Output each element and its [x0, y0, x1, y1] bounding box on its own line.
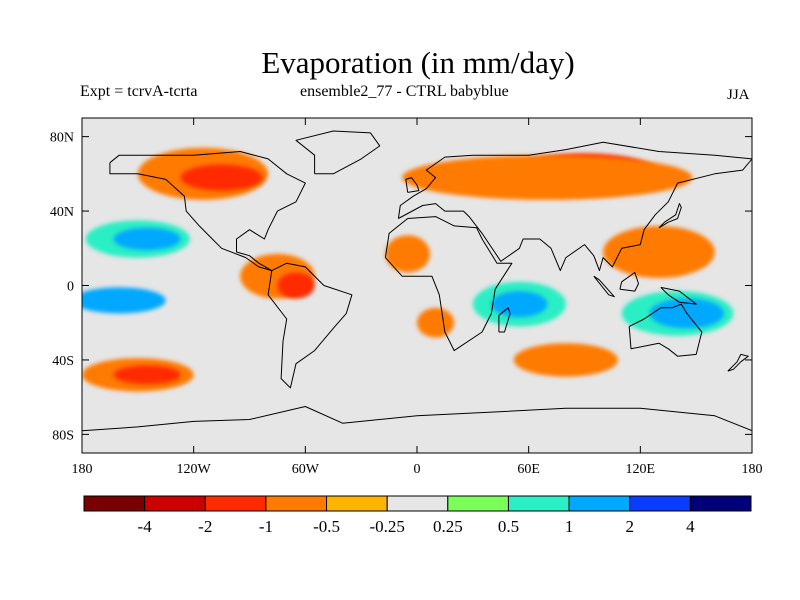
y-tick-label: 0 [67, 280, 74, 295]
x-tick-label: 0 [414, 462, 421, 477]
x-tick-label: 60W [292, 462, 320, 477]
colorbar-box [568, 495, 631, 512]
colorbar-label: -0.5 [313, 517, 340, 536]
x-tick-label: 180 [742, 462, 763, 477]
colorbar-box [386, 495, 449, 512]
anomaly-regions [82, 147, 734, 392]
colorbar-label: -0.25 [369, 517, 404, 536]
colorbar-box [689, 495, 752, 512]
coastline-madagascar [498, 307, 511, 333]
region-indian-ocean-core [491, 291, 548, 318]
colorbar-box [507, 495, 570, 512]
region-west-pacific-negative [603, 225, 715, 279]
colorbar-box [447, 495, 509, 512]
colorbar-box [204, 495, 267, 512]
region-south-indian-negative [513, 343, 619, 377]
chart-title: Evaporation (in mm/day) [261, 45, 575, 80]
colorbar-label: -2 [198, 517, 212, 536]
colorbar-label: 2 [625, 517, 634, 536]
region-east-pacific-positive [82, 287, 166, 314]
colorbar-label: -4 [138, 517, 153, 536]
season-label: JJA [727, 87, 750, 103]
coastlines [82, 130, 752, 432]
coastline-sumatra [593, 275, 615, 298]
region-north-america-core [180, 164, 263, 191]
region-west-africa-negative [417, 307, 455, 338]
coastline-africa [384, 216, 513, 352]
coastline-south-america [267, 262, 353, 389]
colorbar-label: 4 [686, 517, 695, 536]
region-south-pacific-core [113, 365, 181, 385]
x-tick-label: 180 [72, 462, 93, 477]
x-tick-label: 120W [177, 462, 212, 477]
y-tick-label: 80N [50, 131, 74, 146]
colorbar-box [144, 495, 206, 512]
region-sahara-negative [385, 235, 431, 273]
colorbar-box [629, 495, 691, 512]
coastline-australia [628, 303, 703, 357]
y-tick-label: 80S [52, 428, 74, 443]
coastline-japan [658, 203, 682, 229]
coastline-antarctica [82, 406, 752, 432]
coastline-new-guinea [660, 286, 697, 305]
x-tick-label: 60E [517, 462, 540, 477]
region-amazon-core [277, 272, 315, 299]
region-eurasia-negative-band [402, 155, 693, 200]
coastline-north-america [109, 151, 306, 272]
coastline-uk [405, 177, 420, 193]
colorbar-label: 1 [565, 517, 574, 536]
coastline-new-zealand [727, 353, 749, 372]
coastline-eurasia [397, 141, 752, 272]
y-axis: 80N 40N 0 40S 80S [50, 131, 752, 443]
colorbar-label: -1 [259, 517, 273, 536]
region-north-pacific-core [113, 227, 181, 251]
colorbar-label: 0.5 [498, 517, 519, 536]
x-tick-label: 120E [626, 462, 656, 477]
colorbar-box [265, 495, 328, 512]
experiment-label: Expt = tcrvA-tcrta [80, 83, 198, 100]
y-tick-label: 40N [50, 205, 74, 220]
colorbar: -4 -2 -1 -0.5 -0.25 0.25 0.5 1 2 4 [83, 495, 752, 536]
y-tick-label: 40S [52, 354, 74, 369]
ensemble-label: ensemble2_77 - CTRL babyblue [300, 83, 509, 100]
coastline-greenland [295, 130, 381, 175]
colorbar-box [326, 495, 388, 512]
x-axis: 180 120W 60W 0 60E 120E 180 [72, 118, 763, 477]
colorbar-label: 0.25 [433, 517, 463, 536]
colorbar-box [83, 495, 146, 512]
coastline-borneo [619, 272, 639, 292]
